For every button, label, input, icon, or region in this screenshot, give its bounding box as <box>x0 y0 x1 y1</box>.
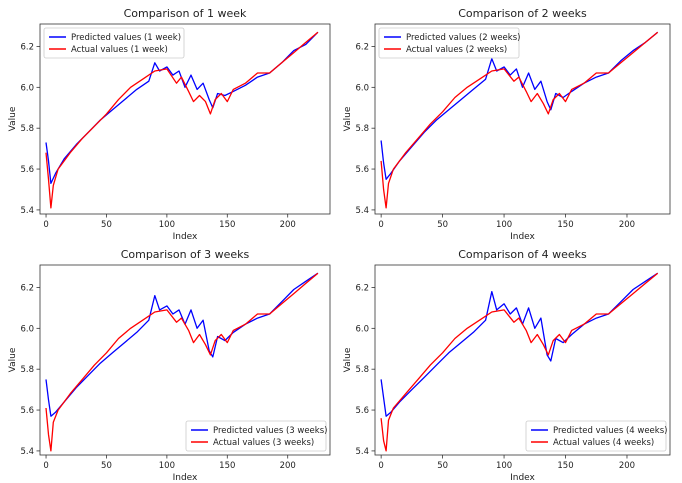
legend-box <box>525 420 667 452</box>
plot-frame <box>374 23 671 215</box>
legend-label: Actual values (1 week) <box>71 45 168 55</box>
x-tick-label: 200 <box>619 220 635 230</box>
y-tick-label: 5.4 <box>20 447 34 457</box>
actual-series-line <box>45 31 319 209</box>
predicted-series-line <box>45 272 319 417</box>
y-tick-label: 5.6 <box>355 165 369 175</box>
x-tick-label: 50 <box>437 220 448 230</box>
y-tick-label: 5.4 <box>355 447 369 457</box>
x-axis-label: Index <box>173 232 198 242</box>
predicted-series-line <box>380 272 659 417</box>
x-tick-label: 0 <box>378 220 383 230</box>
chart-panel-1: Comparison of 1 week 0 50 100 150 200 5.4 5.6 5.… <box>8 7 331 242</box>
chart-title: Comparison of 2 weeks <box>458 7 587 20</box>
chart-panel-4: Comparison of 4 weeks 0 50 100 150 200 5.4 5.6 5… <box>343 248 671 483</box>
y-axis-label: Value <box>343 347 353 372</box>
x-tick-label: 200 <box>619 461 635 471</box>
x-tick-label: 100 <box>159 220 175 230</box>
y-tick-label: 5.8 <box>355 365 369 375</box>
x-tick-label: 150 <box>557 220 573 230</box>
chart-title: Comparison of 3 weeks <box>121 248 250 261</box>
predicted-series-line <box>380 31 659 180</box>
x-axis-label: Index <box>510 232 535 242</box>
legend-label: Predicted values (4 weeks) <box>553 426 667 436</box>
x-tick-label: 100 <box>159 461 175 471</box>
x-tick-label: 50 <box>437 461 448 471</box>
plot-frame <box>39 264 331 456</box>
legend-label: Actual values (3 weeks) <box>213 438 314 448</box>
actual-series-line <box>45 272 319 452</box>
legend-label: Actual values (2 weeks) <box>406 45 507 55</box>
x-tick-label: 200 <box>280 220 296 230</box>
x-tick-label: 0 <box>43 461 48 471</box>
legend-box <box>185 420 327 452</box>
legend-label: Actual values (4 weeks) <box>553 438 654 448</box>
legend-box <box>378 27 520 59</box>
plot-frame <box>374 264 671 456</box>
x-tick-label: 100 <box>496 461 512 471</box>
legend-label: Predicted values (1 week) <box>71 33 181 43</box>
legend: Predicted values (4 weeks) Actual values … <box>525 420 667 452</box>
y-tick-label: 6.0 <box>355 83 369 93</box>
y-tick-label: 6.0 <box>355 324 369 334</box>
x-axis-label: Index <box>173 473 198 483</box>
y-tick-label: 6.2 <box>20 42 34 52</box>
legend-box <box>43 27 185 59</box>
legend-label: Predicted values (2 weeks) <box>406 33 520 43</box>
y-axis-label: Value <box>8 106 18 131</box>
x-tick-label: 150 <box>219 461 235 471</box>
y-tick-label: 5.8 <box>355 124 369 134</box>
x-tick-label: 50 <box>101 220 112 230</box>
plot-frame <box>39 23 331 215</box>
x-tick-label: 0 <box>378 461 383 471</box>
legend: Predicted values (1 week) Actual values (… <box>43 27 185 59</box>
legend: Predicted values (3 weeks) Actual values … <box>185 420 327 452</box>
x-tick-label: 200 <box>280 461 296 471</box>
chart-panel-3: Comparison of 3 weeks 0 50 100 150 200 5.4 5.6 5… <box>8 248 331 483</box>
chart-panel-2: Comparison of 2 weeks 0 50 100 150 200 5.4 5.6 5… <box>343 7 671 242</box>
actual-series-line <box>380 31 659 209</box>
x-tick-label: 100 <box>496 220 512 230</box>
chart-title: Comparison of 4 weeks <box>458 248 587 261</box>
y-axis-label: Value <box>343 106 353 131</box>
y-tick-label: 5.4 <box>355 206 369 216</box>
x-tick-label: 0 <box>43 220 48 230</box>
x-tick-label: 150 <box>219 220 235 230</box>
y-tick-label: 6.0 <box>20 83 34 93</box>
y-tick-label: 5.6 <box>355 406 369 416</box>
chart-title: Comparison of 1 week <box>124 7 247 20</box>
y-tick-label: 5.8 <box>20 365 34 375</box>
legend: Predicted values (2 weeks) Actual values … <box>378 27 520 59</box>
y-tick-label: 6.2 <box>20 283 34 293</box>
x-axis-label: Index <box>510 473 535 483</box>
y-axis-label: Value <box>8 347 18 372</box>
y-tick-label: 6.0 <box>20 324 34 334</box>
legend-label: Predicted values (3 weeks) <box>213 426 327 436</box>
x-tick-label: 150 <box>557 461 573 471</box>
x-tick-label: 50 <box>101 461 112 471</box>
actual-series-line <box>380 272 659 452</box>
y-tick-label: 5.6 <box>20 406 34 416</box>
y-tick-label: 5.4 <box>20 206 34 216</box>
y-tick-label: 5.8 <box>20 124 34 134</box>
y-tick-label: 5.6 <box>20 165 34 175</box>
y-tick-label: 6.2 <box>355 42 369 52</box>
y-tick-label: 6.2 <box>355 283 369 293</box>
